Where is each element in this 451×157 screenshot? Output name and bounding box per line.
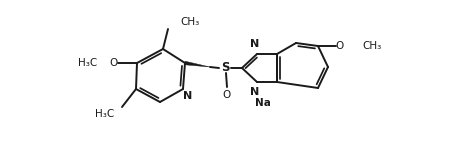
- Text: O: O: [222, 90, 230, 100]
- Text: CH₃: CH₃: [361, 41, 380, 51]
- Text: N: N: [250, 87, 259, 97]
- Polygon shape: [184, 61, 210, 67]
- Text: O: O: [335, 41, 343, 51]
- Text: H₃C: H₃C: [78, 58, 97, 68]
- Text: Na: Na: [254, 98, 270, 108]
- Text: CH₃: CH₃: [179, 17, 199, 27]
- Text: S: S: [220, 62, 229, 75]
- Text: N: N: [183, 91, 192, 101]
- Text: O: O: [110, 58, 118, 68]
- Text: N: N: [250, 39, 259, 49]
- Text: H₃C: H₃C: [95, 109, 115, 119]
